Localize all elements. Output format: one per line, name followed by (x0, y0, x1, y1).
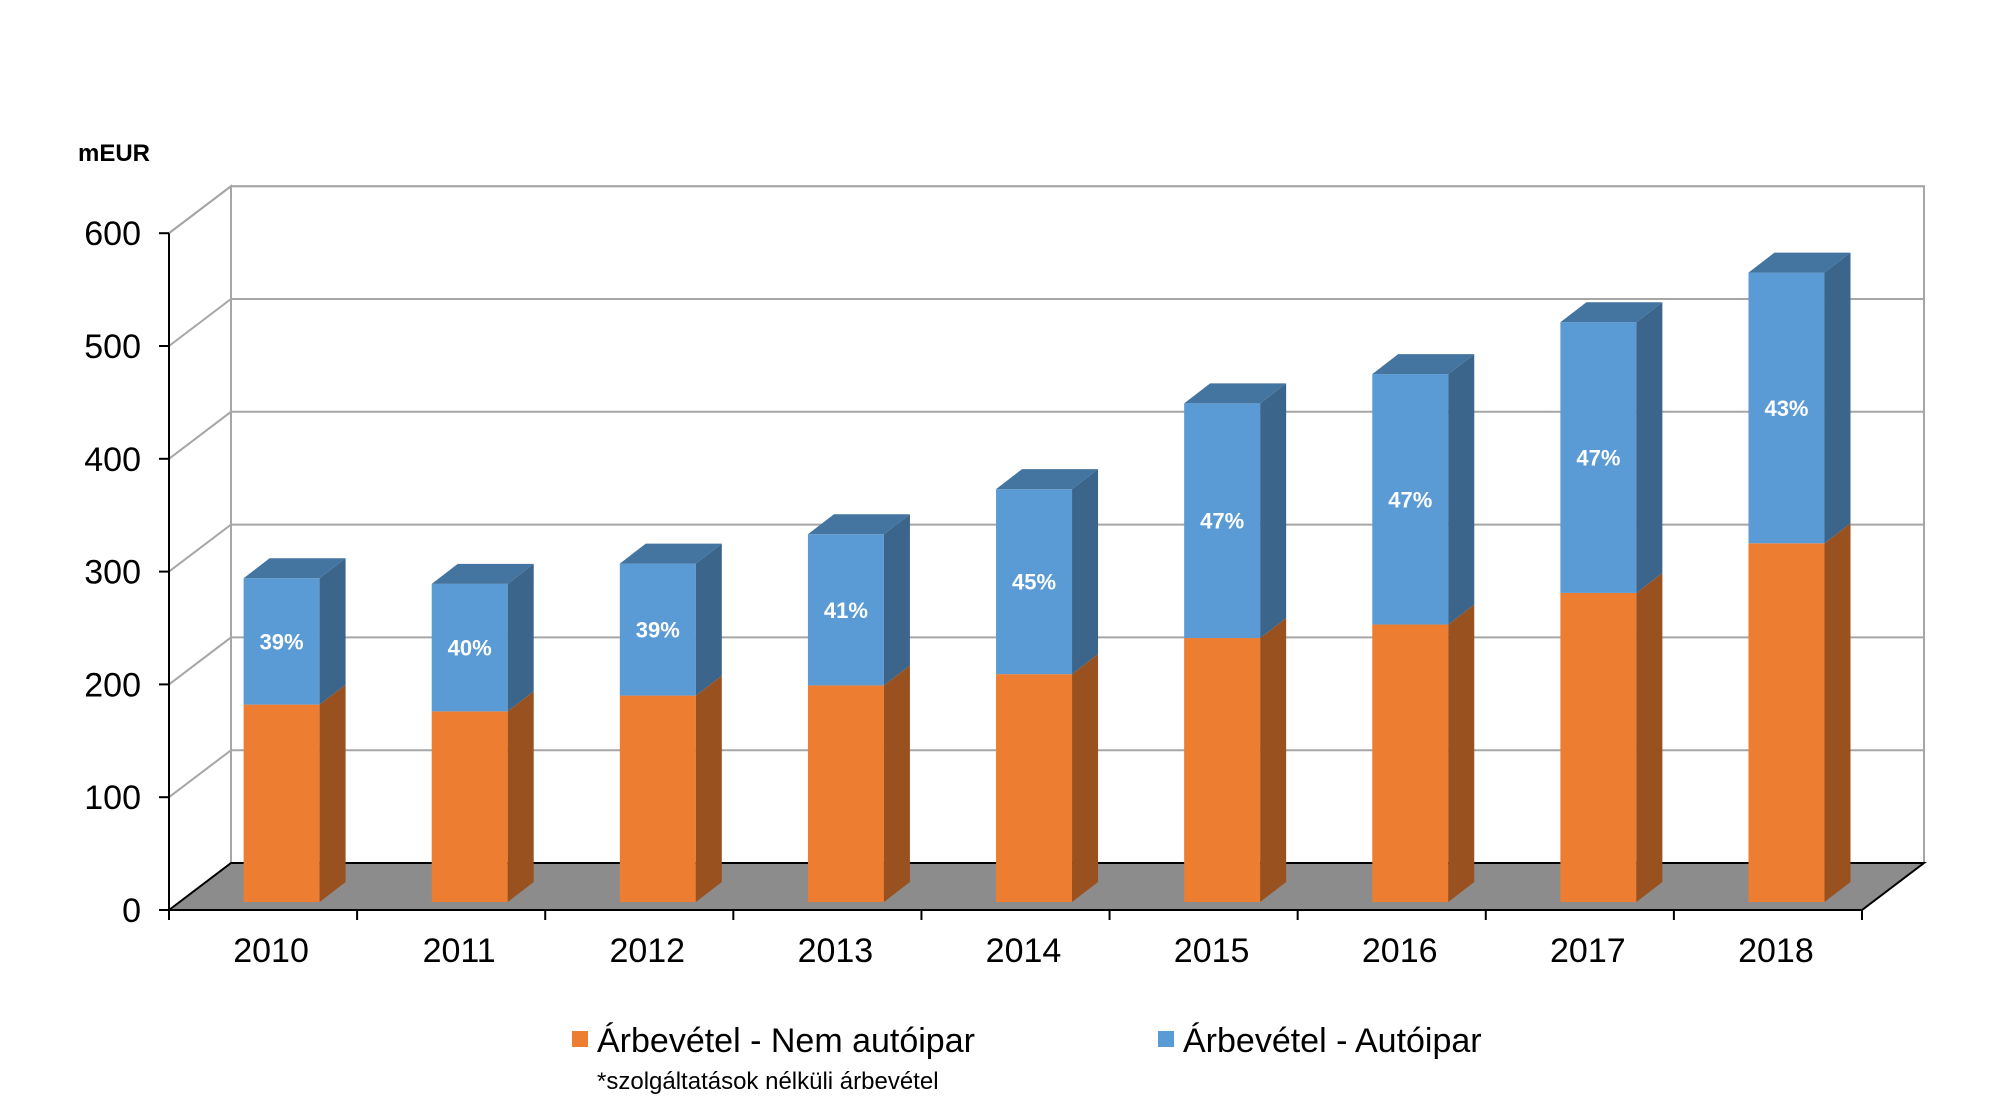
bar-percent-label: 39% (636, 618, 680, 643)
bar-top-face (1748, 252, 1851, 273)
y-tick-label: 0 (122, 892, 141, 930)
bar-auto-side (1072, 469, 1099, 675)
legend-label-non-auto: Árbevétel - Nem autóipar (597, 1022, 975, 1060)
bar-auto-side (883, 514, 910, 686)
legend-swatch-non-auto (572, 1031, 588, 1047)
x-tick-label: 2011 (423, 932, 496, 970)
bar-non-auto-side (695, 675, 722, 903)
bar-auto-side (695, 543, 722, 696)
x-tick-label: 2018 (1738, 932, 1814, 970)
gridline (168, 298, 1924, 347)
x-tick-label: 2016 (1362, 932, 1438, 970)
y-tick-label: 600 (84, 215, 141, 253)
bar-auto (243, 578, 320, 705)
y-tick-label: 100 (84, 779, 141, 817)
bar-non-auto-side (1072, 654, 1099, 903)
bar-top-face (996, 469, 1099, 490)
data-labels: 39% 40% 39% 41% 45% 47% 47% 47% 43% (260, 396, 1809, 661)
x-tick-label: 2012 (609, 932, 685, 970)
bar-top-face (619, 543, 722, 564)
bar-non-auto (1560, 592, 1637, 903)
bar-non-auto-side (319, 684, 346, 903)
bar-non-auto-side (1636, 572, 1663, 903)
x-tick-label: 2013 (798, 932, 874, 970)
bar-non-auto (1748, 543, 1825, 903)
bar-auto-side (1448, 354, 1475, 625)
y-tick-label: 300 (84, 554, 141, 592)
bar-non-auto-side (883, 665, 910, 903)
gridline (168, 749, 1924, 798)
bar-auto-side (319, 558, 346, 705)
bar-non-auto (807, 685, 884, 903)
bars (243, 252, 1851, 903)
bar-percent-label: 47% (1576, 446, 1620, 471)
bar-percent-label: 41% (824, 598, 868, 623)
bar-non-auto-side (507, 691, 534, 903)
side-wall-edge (168, 184, 232, 863)
x-axis: 2010 2011 2012 2013 2014 2015 2016 2017 2018 (168, 909, 1863, 970)
x-tick-label: 2015 (1174, 932, 1250, 970)
bar-non-auto (1184, 638, 1261, 903)
bar-auto (619, 563, 696, 696)
bar-non-auto-side (1824, 523, 1851, 903)
y-axis: 0 100 200 300 400 500 600 (84, 215, 170, 930)
bar-non-auto (619, 695, 696, 903)
bar-top-face (431, 563, 534, 584)
bar-auto-side (1260, 383, 1287, 639)
bar-percent-label: 47% (1200, 509, 1244, 534)
bar-top-face (807, 514, 910, 535)
gridline (168, 636, 1924, 686)
bar-auto (1184, 403, 1261, 639)
bar-non-auto (996, 674, 1073, 903)
bar-auto-side (1636, 302, 1663, 593)
bar-percent-label: 47% (1388, 487, 1432, 512)
bar-non-auto-side (1260, 618, 1287, 903)
bar-percent-label: 43% (1764, 396, 1808, 421)
bar-auto (1748, 272, 1825, 544)
bar-percent-label: 39% (260, 629, 304, 654)
gridline (168, 185, 1924, 234)
x-tick-label: 2010 (233, 932, 309, 970)
bar-non-auto-side (1448, 604, 1475, 903)
x-tick-label: 2017 (1550, 932, 1626, 970)
y-tick-label: 200 (84, 666, 141, 704)
bar-auto (1372, 374, 1449, 625)
gridlines (168, 185, 1924, 798)
bar-auto (807, 534, 884, 686)
bar-top-face (1560, 302, 1663, 323)
bar-percent-label: 45% (1012, 570, 1056, 595)
bar-top-face (243, 558, 346, 579)
x-tick-label: 2014 (986, 932, 1062, 970)
gridline (168, 410, 1924, 460)
bar-top-face (1372, 354, 1475, 375)
bar-non-auto (431, 711, 508, 903)
bar-non-auto (1372, 624, 1449, 903)
bar-auto-side (507, 563, 534, 712)
bar-auto (996, 489, 1073, 675)
y-tick-label: 500 (84, 328, 141, 366)
bar-non-auto (243, 704, 320, 903)
bar-auto-side (1824, 252, 1851, 544)
footnote: *szolgáltatások nélküli árbevétel (597, 1068, 939, 1095)
y-unit-label: mEUR (78, 140, 150, 167)
y-tick-label: 400 (84, 441, 141, 479)
gridline (168, 523, 1924, 573)
bar-auto (431, 583, 508, 712)
legend: Árbevétel - Nem autóipar Árbevétel - Aut… (572, 1022, 1482, 1060)
legend-label-auto: Árbevétel - Autóipar (1183, 1022, 1482, 1060)
bar-top-face (1184, 383, 1287, 404)
legend-swatch-auto (1158, 1031, 1174, 1047)
bar-auto (1560, 322, 1637, 593)
bar-percent-label: 40% (448, 636, 492, 661)
